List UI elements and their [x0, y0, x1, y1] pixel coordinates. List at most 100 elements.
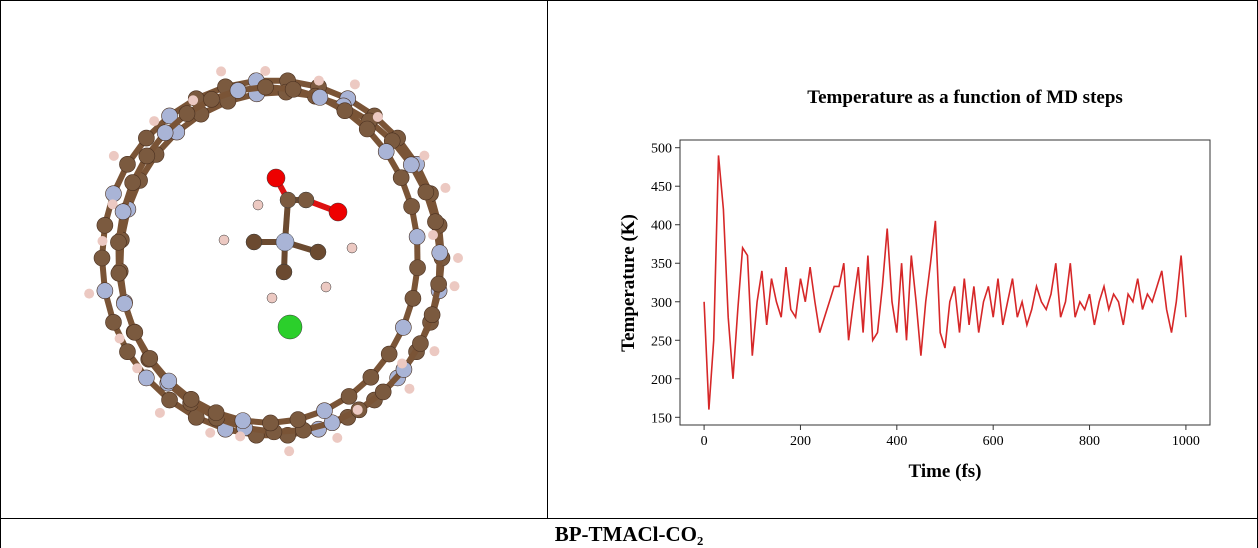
hydrogen [332, 432, 343, 443]
atom [402, 156, 420, 174]
x-axis-label: Time (fs) [909, 461, 982, 482]
atom [93, 249, 111, 267]
atom [229, 82, 247, 99]
y-tick-label: 250 [651, 334, 672, 349]
atom [234, 412, 252, 429]
y-tick-label: 400 [651, 219, 672, 234]
atom [266, 292, 278, 304]
atom [138, 369, 155, 387]
atom [277, 314, 303, 340]
atom [340, 388, 358, 405]
atom [275, 232, 295, 252]
hydrogen [349, 79, 360, 90]
y-axis-label: Temperature (K) [618, 214, 639, 352]
atom [218, 234, 230, 246]
atom [362, 368, 380, 386]
hydrogen [107, 199, 118, 210]
hydrogen [108, 150, 119, 161]
hydrogen [216, 66, 227, 77]
hydrogen [404, 383, 415, 394]
atom [138, 129, 155, 147]
hydrogen [84, 288, 95, 299]
atom [423, 306, 441, 324]
y-tick-label: 500 [651, 142, 672, 157]
atom [160, 372, 178, 390]
caption: BP-TMACl-CO₂ [555, 522, 704, 546]
plot-frame [679, 139, 1211, 426]
hydrogen [428, 230, 439, 241]
hydrogen [453, 253, 463, 263]
hydrogen [260, 66, 271, 77]
atom [124, 174, 141, 191]
atom [392, 169, 410, 186]
atom [203, 91, 220, 108]
atom [138, 147, 156, 165]
hydrogen [352, 404, 363, 415]
atom [417, 183, 435, 201]
atom [275, 263, 293, 281]
atom [110, 264, 128, 282]
hydrogen [440, 182, 451, 193]
atom [320, 281, 332, 293]
atom [207, 404, 225, 421]
atom [395, 319, 412, 336]
hydrogen [154, 407, 165, 418]
atom [161, 391, 178, 409]
hydrogen [114, 333, 125, 344]
atom [297, 191, 315, 209]
atom [346, 242, 358, 254]
atom [316, 402, 333, 419]
atom [311, 89, 329, 106]
atom [431, 244, 449, 262]
atom [404, 290, 422, 307]
atom [126, 324, 144, 341]
atom [252, 199, 264, 211]
x-tick-label: 0 [701, 434, 708, 449]
atom [408, 228, 426, 246]
atom [412, 335, 429, 352]
x-tick-label: 200 [790, 434, 811, 449]
atom [178, 105, 196, 122]
atom [96, 216, 114, 234]
atom [262, 414, 279, 432]
atom [110, 233, 127, 251]
molecule-image [84, 66, 463, 457]
atom [257, 78, 274, 96]
hydrogen [429, 346, 440, 357]
x-tick-label: 600 [983, 434, 1004, 449]
y-tick-label: 200 [651, 373, 672, 388]
atom [309, 243, 327, 261]
hydrogen [205, 427, 216, 438]
data-line [703, 155, 1187, 410]
atom [284, 81, 302, 98]
atom [336, 102, 354, 120]
atom [96, 282, 114, 300]
atom [289, 411, 307, 428]
atom [279, 191, 297, 209]
atom [380, 345, 398, 363]
y-tick-label: 150 [651, 411, 672, 426]
atom [427, 213, 444, 231]
hydrogen [449, 281, 460, 292]
atom [266, 168, 286, 188]
atom [119, 155, 136, 173]
atom [323, 414, 341, 432]
atom [156, 124, 174, 142]
atom [430, 275, 447, 293]
y-tick-label: 300 [651, 296, 672, 311]
hydrogen [419, 150, 430, 161]
x-tick-label: 1000 [1172, 434, 1200, 449]
x-tick-label: 800 [1079, 434, 1100, 449]
y-tick-label: 350 [651, 257, 672, 272]
hydrogen [372, 112, 383, 123]
hydrogen [284, 446, 295, 457]
hydrogen [149, 116, 160, 127]
hydrogen [188, 95, 199, 106]
atom [119, 343, 136, 361]
y-tick-label: 450 [651, 180, 672, 195]
atom [245, 233, 263, 251]
chart-title: Temperature as a function of MD steps [807, 87, 1123, 108]
atom [409, 259, 426, 277]
atom [358, 120, 376, 138]
